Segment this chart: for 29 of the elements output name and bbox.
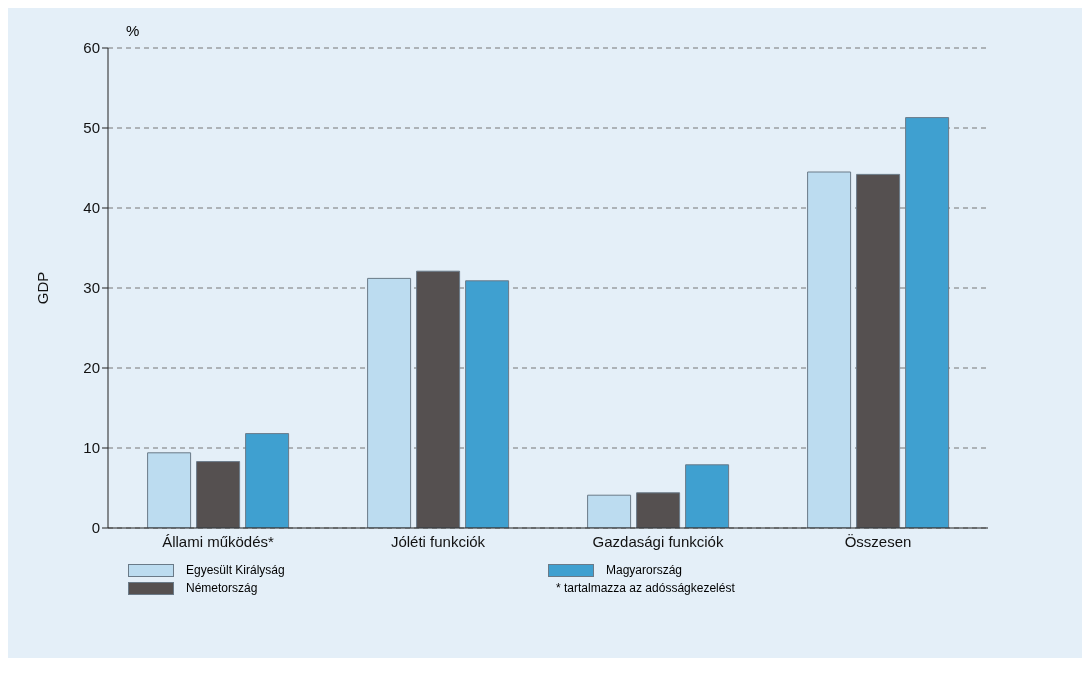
y-tick-label: 20: [83, 359, 100, 377]
x-tick-label: Összesen: [844, 532, 912, 550]
bar: [905, 117, 950, 528]
bar: [367, 277, 412, 528]
y-tick-label: 50: [83, 119, 100, 137]
bar: [587, 494, 632, 528]
y-tick-label: 30: [83, 279, 100, 297]
y-tick-label: 10: [83, 439, 100, 457]
legend-label: Németország: [186, 581, 258, 595]
bar: [856, 173, 901, 528]
bar: [465, 280, 510, 528]
y-tick-label: 40: [83, 199, 100, 217]
x-tick-label: Állami működés*: [162, 532, 275, 550]
bar: [416, 270, 461, 528]
y-tick-label: 60: [83, 39, 100, 57]
legend-label: Egyesült Királyság: [186, 563, 285, 577]
x-tick-label: Jóléti funkciók: [390, 532, 486, 550]
y-axis-title: GDP: [34, 271, 52, 305]
x-tick-label: Gazdasági funkciók: [592, 532, 724, 550]
bar: [245, 433, 290, 528]
text: * tartalmazza az adósságkezelést: [555, 581, 736, 595]
text: %: [126, 22, 140, 39]
bar: [807, 171, 852, 528]
y-tick-label: 0: [91, 519, 100, 537]
bar: [196, 461, 241, 528]
bar: [636, 492, 681, 528]
bar: [685, 464, 730, 528]
bar: [147, 452, 192, 528]
legend-label: Magyarország: [606, 563, 683, 577]
